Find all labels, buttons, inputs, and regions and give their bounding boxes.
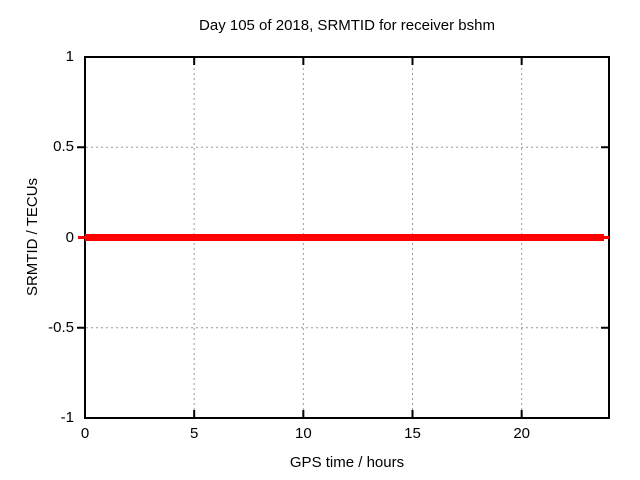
x-tick-label: 5: [189, 425, 199, 442]
y-axis-label: SRMTID / TECUs: [24, 177, 41, 297]
y-tick-label: -0.5: [48, 318, 74, 336]
x-tick-label: 0: [80, 425, 90, 442]
y-tick-label: -1: [60, 409, 74, 426]
x-axis-label: GPS time / hours: [289, 454, 405, 471]
y-tick-label: 0: [65, 228, 74, 246]
x-tick-label: 10: [294, 425, 312, 442]
x-tick-label: 15: [404, 425, 421, 442]
x-tick-label: 20: [513, 425, 530, 442]
y-tick-label: 0.5: [53, 138, 74, 156]
y-tick-label: 1: [65, 48, 74, 65]
chart-title: Day 105 of 2018, SRMTID for receiver bsh…: [199, 17, 495, 34]
